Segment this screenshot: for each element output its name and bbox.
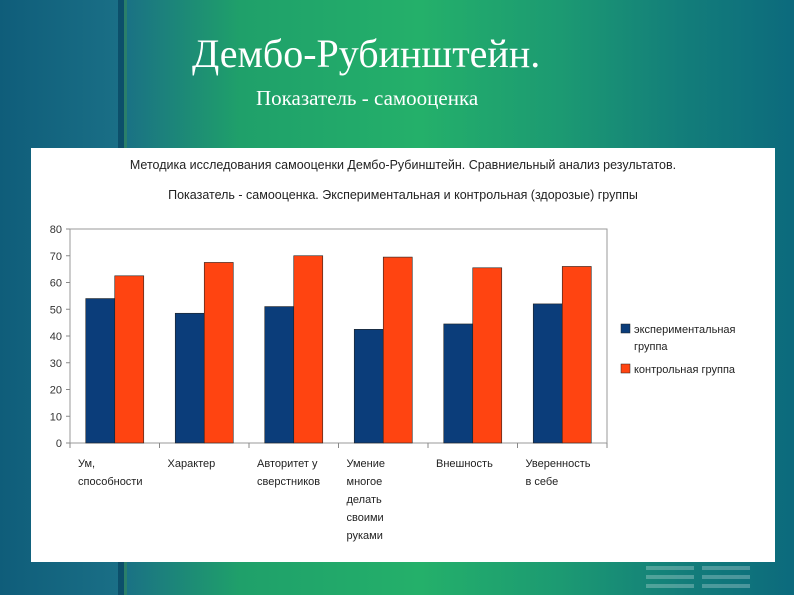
bar [264,306,295,444]
chart-subtitle: Показатель - самооценка. Экспериментальн… [168,188,638,202]
legend-label: группа [634,341,668,353]
bar [382,256,413,444]
legend-label: контрольная группа [634,364,736,376]
chart-title: Методика исследования самооценки Дембо-Р… [129,158,677,172]
bar [114,275,145,444]
bar-chart: 0 10 20 30 40 50 60 70 80 Ум, способности Характер А… [50,224,736,542]
x-tick-label: своими [347,512,384,524]
bar [174,312,205,444]
y-tick-label: 10 [50,411,62,423]
bar [293,255,324,444]
x-tick-label: Умение [347,458,386,470]
bar [561,266,592,444]
slide-subtitle: Показатель - самооценка [256,86,479,110]
bar [353,329,384,444]
decorative-lines [646,566,756,595]
x-tick-label: делать [347,494,383,506]
slide-title: Дембо-Рубинштейн. [192,31,541,76]
x-tick-label: в себе [526,476,559,488]
legend-swatch [620,323,631,334]
plot-area [69,228,608,444]
chart-panel: Методика исследования самооценки Дембо-Р… [31,148,775,562]
x-tick-label: Внешность [436,458,493,470]
bar [203,262,234,444]
x-tick-label: сверстников [257,476,320,488]
x-tick-label: Уверенность [526,458,591,470]
bar [472,267,503,444]
y-tick-label: 30 [50,358,62,370]
x-tick-label: Ум, [78,458,95,470]
x-tick-label: Авторитет у [257,458,318,470]
y-tick-label: 20 [50,385,62,397]
x-tick-label: многое [347,476,383,488]
y-tick-label: 40 [50,331,62,343]
legend-label: экспериментальная [634,324,736,336]
x-tick-label: способности [78,476,143,488]
y-tick-label: 50 [50,304,62,316]
y-tick-label: 0 [56,438,62,450]
x-tick-label: Характер [168,458,216,470]
y-tick-label: 70 [50,251,62,263]
bar [443,323,474,444]
legend-swatch [620,363,631,374]
y-tick-label: 80 [50,224,62,236]
bar [85,298,116,444]
y-tick-label: 60 [50,278,62,290]
x-tick-label: руками [347,530,383,542]
bar [532,303,563,444]
